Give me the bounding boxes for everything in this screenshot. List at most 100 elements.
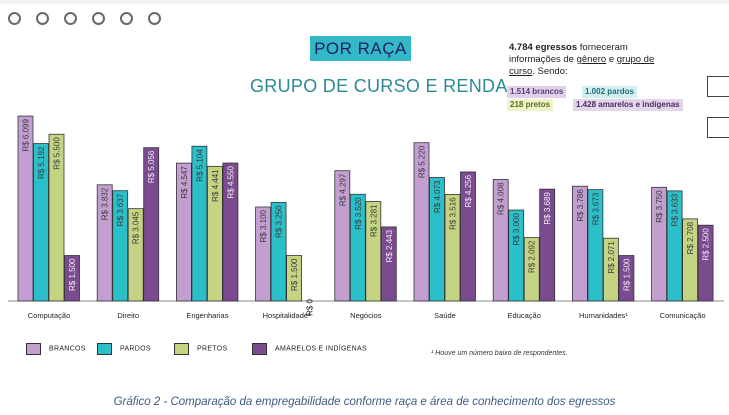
bar-computacao-pretos [48, 133, 65, 302]
info-underlined-genero: gênero [576, 54, 607, 65]
bar-direito-pretos [127, 208, 144, 302]
data-label-comunicacao-brancos: R$ 3.750 [655, 190, 664, 223]
bar-saude-amarelos [460, 171, 476, 302]
dot-icon [92, 12, 105, 25]
bar-negocios-pretos [365, 201, 382, 302]
bar-direito-amarelos [143, 147, 160, 302]
data-label-negocios-pardos: R$ 3.520 [354, 197, 363, 230]
bar-educacao-amarelos [539, 188, 556, 302]
data-label-negocios-pretos: R$ 3.281 [369, 204, 378, 237]
bar-hospitalidade-brancos [255, 206, 272, 302]
bar-comunicacao-brancos [651, 186, 667, 302]
bar-engenharias-pardos [191, 145, 208, 302]
dot-icon [120, 12, 133, 25]
respondents-info: 4.784 egressos forneceram informações de… [509, 42, 709, 78]
legend-item-brancos: BRANCOS [26, 343, 86, 355]
bar-engenharias-pretos [206, 165, 223, 302]
data-label-computacao-pardos: R$ 5.192 [37, 146, 46, 179]
data-label-humanidades-pardos: R$ 3.673 [591, 192, 600, 225]
info-text: e [606, 54, 617, 65]
x-tick-label-direito: Direito [117, 311, 139, 320]
bar-computacao-brancos [17, 115, 34, 302]
badge-amarelos: 1.428 amarelos e indígenas [573, 99, 683, 111]
data-label-educacao-brancos: R$ 4.008 [497, 182, 506, 215]
side-checkbox[interactable] [707, 76, 729, 97]
data-label-computacao-pretos: R$ 5.500 [53, 137, 62, 170]
bar-educacao-pretos [523, 237, 540, 302]
data-label-engenharias-pretos: R$ 4.441 [211, 169, 220, 202]
x-tick-label-humanidades: Humanidades¹ [579, 311, 628, 320]
x-tick-labels: Computação Direito Engenharias Hospitalidad… [28, 311, 706, 320]
data-label-educacao-pardos: R$ 3.000 [512, 212, 521, 245]
bar-humanidades-brancos [572, 185, 588, 302]
dot-icon [8, 12, 21, 25]
dot-icon [64, 12, 77, 25]
legend-label-amarelos: AMARELOS E INDÍGENAS [275, 345, 367, 353]
legend-label-pretos: PRETOS [197, 345, 228, 353]
bar-direito-brancos [96, 184, 113, 302]
section-banner: POR RAÇA [310, 36, 411, 61]
data-label-engenharias-pardos: R$ 5.104 [195, 149, 204, 182]
respondents-count: 4.784 egressos [509, 42, 578, 53]
figure-caption: Gráfico 2 - Comparação da empregabilidad… [113, 396, 616, 408]
bar-saude-pardos [429, 177, 445, 302]
data-label-saude-pardos: R$ 4.073 [433, 180, 442, 213]
data-label-hospitalidade-pretos: R$ 1.500 [290, 258, 299, 291]
info-text: . Sendo: [532, 66, 568, 77]
legend-item-amarelos: AMARELOS E INDÍGENAS [252, 343, 367, 355]
data-label-direito-brancos: R$ 3.832 [101, 187, 110, 220]
x-tick-label-saude: Saúde [434, 311, 456, 320]
data-label-educacao-pretos: R$ 2.092 [528, 240, 537, 273]
legend-swatch-amarelos [252, 343, 267, 355]
footnote: ¹ Houve um número baixo de respondentes. [431, 350, 568, 357]
bar-negocios-brancos [334, 170, 351, 302]
bar-engenharias-brancos [175, 162, 192, 302]
bar-negocios-pardos [349, 193, 366, 302]
data-label-computacao-amarelos: R$ 1.500 [68, 258, 77, 291]
data-label-negocios-brancos: R$ 4.297 [338, 173, 347, 206]
x-tick-label-comunicacao: Comunicação [660, 311, 706, 320]
data-label-comunicacao-amarelos: R$ 2.500 [702, 228, 711, 261]
badge-brancos: 1.514 brancos [507, 86, 567, 98]
x-tick-label-hospitalidade: Hospitalidade¹ [263, 311, 311, 320]
data-label-direito-amarelos: R$ 5.056 [147, 150, 156, 183]
dot-icon [148, 12, 161, 25]
data-label-direito-pretos: R$ 3.045 [132, 211, 141, 244]
bar-saude-brancos [413, 142, 430, 302]
side-checkbox[interactable] [707, 117, 729, 138]
bar-saude-pretos [444, 193, 461, 302]
x-tick-label-negocios: Negócios [350, 311, 382, 320]
legend-item-pardos: PARDOS [97, 343, 151, 355]
bar-humanidades-pretos [603, 237, 619, 302]
bar-computacao-pardos [33, 143, 49, 302]
data-label-hospitalidade-brancos: R$ 3.100 [259, 209, 268, 242]
bar-chart: R$ 6.099 R$ 5.192 R$ 5.500 R$ 1.500 R$ 3.832… [8, 115, 724, 320]
bar-hospitalidade-pretos [286, 255, 303, 302]
data-label-humanidades-pretos: R$ 2.071 [607, 241, 616, 274]
bar-educacao-brancos [492, 179, 509, 302]
data-label-engenharias-amarelos: R$ 4.550 [226, 165, 235, 198]
data-label-hospitalidade-amarelos: R$ 0 [306, 298, 315, 315]
legend-swatch-pretos [174, 343, 189, 355]
bar-hospitalidade-pardos [270, 202, 287, 302]
info-text: forneceram [577, 42, 628, 53]
bar-humanidades-amarelos [618, 255, 635, 302]
dot-icon [36, 12, 49, 25]
data-label-engenharias-brancos: R$ 4.547 [180, 166, 189, 199]
info-underlined-curso: curso [509, 66, 533, 77]
bar-computacao-amarelos [64, 255, 80, 302]
legend-item-pretos: PRETOS [174, 343, 227, 355]
data-label-hospitalidade-pardos: R$ 3.250 [275, 205, 284, 238]
data-label-saude-pretos: R$ 3.516 [449, 197, 458, 230]
x-tick-label-engenharias: Engenharias [186, 311, 228, 320]
bar-educacao-pardos [508, 209, 525, 302]
top-rule [0, 0, 729, 4]
bar-engenharias-amarelos [222, 162, 239, 302]
data-label-saude-amarelos: R$ 4.256 [464, 174, 473, 207]
x-tick-label-educacao: Educação [508, 311, 541, 320]
legend-label-brancos: BRANCOS [49, 345, 86, 353]
legend-label-pardos: PARDOS [120, 345, 151, 353]
bar-negocios-amarelos [380, 226, 397, 302]
data-label-comunicacao-pardos: R$ 3.633 [671, 193, 680, 226]
x-tick-label-computacao: Computação [28, 311, 71, 320]
